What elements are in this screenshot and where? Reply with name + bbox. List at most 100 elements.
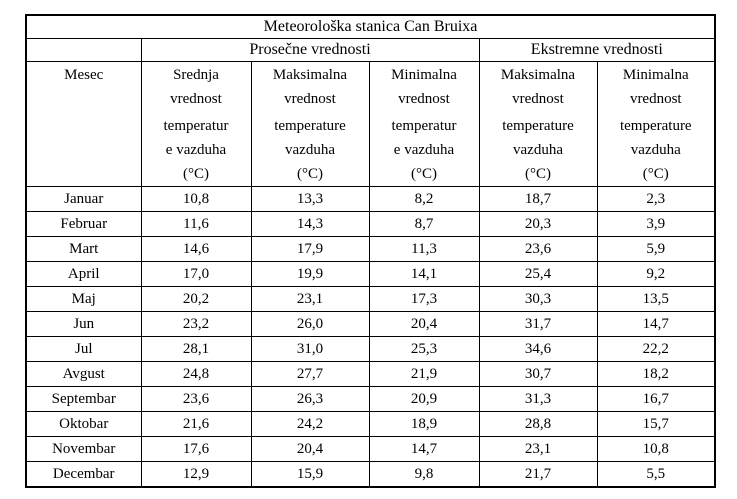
- weather-table: Meteorološka stanica Can Bruixa Prosečne…: [25, 14, 717, 488]
- value-cell: 17,6: [140, 436, 252, 462]
- month-cell: Januar: [25, 186, 142, 212]
- value-cell: 14,3: [250, 211, 370, 237]
- table-row: Novembar 17,6 20,4 14,7 23,1 10,8: [25, 436, 716, 462]
- column-header-label: Maksimalna vrednost: [500, 67, 576, 107]
- column-header-label: Minimalna vrednost: [622, 67, 689, 107]
- value-cell: 13,5: [596, 286, 716, 312]
- value-cell: 20,4: [368, 311, 480, 337]
- value-cell: 26,3: [250, 386, 370, 412]
- value-cell: 15,7: [596, 411, 716, 437]
- empty-corner-cell: [25, 38, 142, 62]
- value-cell: 13,3: [250, 186, 370, 212]
- value-cell: 24,8: [140, 361, 252, 387]
- value-cell: 16,7: [596, 386, 716, 412]
- value-cell: 3,9: [596, 211, 716, 237]
- value-cell: 9,8: [368, 461, 480, 488]
- column-header-label: Mesec: [64, 67, 104, 83]
- value-cell: 18,9: [368, 411, 480, 437]
- value-cell: 9,2: [596, 261, 716, 287]
- table-row: Decembar 12,9 15,9 9,8 21,7 5,5: [25, 461, 716, 488]
- column-header-label: Maksimalna vrednost: [272, 67, 348, 107]
- month-cell: Oktobar: [25, 411, 142, 437]
- column-header-sublabel: temperatur e vazduha (°C): [163, 118, 229, 182]
- value-cell: 5,5: [596, 461, 716, 488]
- value-cell: 25,4: [478, 261, 598, 287]
- value-cell: 20,4: [250, 436, 370, 462]
- value-cell: 31,7: [478, 311, 598, 337]
- table-row: Februar 11,6 14,3 8,7 20,3 3,9: [25, 211, 716, 237]
- value-cell: 28,8: [478, 411, 598, 437]
- month-cell: Jul: [25, 336, 142, 362]
- value-cell: 14,7: [596, 311, 716, 337]
- value-cell: 14,7: [368, 436, 480, 462]
- value-cell: 15,9: [250, 461, 370, 488]
- month-cell: Februar: [25, 211, 142, 237]
- value-cell: 14,1: [368, 261, 480, 287]
- value-cell: 20,3: [478, 211, 598, 237]
- column-header-sublabel: temperature vazduha (°C): [619, 118, 692, 182]
- table-row: Avgust 24,8 27,7 21,9 30,7 18,2: [25, 361, 716, 387]
- value-cell: 21,7: [478, 461, 598, 488]
- column-header-month: Mesec: [25, 61, 142, 187]
- value-cell: 8,7: [368, 211, 480, 237]
- column-header-ext-min: Minimalna vrednost temperature vazduha (…: [596, 61, 716, 187]
- value-cell: 25,3: [368, 336, 480, 362]
- value-cell: 31,0: [250, 336, 370, 362]
- column-header-avg-max: Maksimalna vrednost temperature vazduha …: [250, 61, 370, 187]
- table-row: Januar 10,8 13,3 8,2 18,7 2,3: [25, 186, 716, 212]
- table-title-row: Meteorološka stanica Can Bruixa: [25, 14, 716, 39]
- month-cell: Mart: [25, 236, 142, 262]
- column-header-sublabel: temperature vazduha (°C): [274, 118, 346, 182]
- value-cell: 31,3: [478, 386, 598, 412]
- column-header-label: Minimalna vrednost: [391, 67, 457, 107]
- month-cell: Septembar: [25, 386, 142, 412]
- value-cell: 30,3: [478, 286, 598, 312]
- value-cell: 18,7: [478, 186, 598, 212]
- value-cell: 23,1: [478, 436, 598, 462]
- value-cell: 5,9: [596, 236, 716, 262]
- value-cell: 20,2: [140, 286, 252, 312]
- value-cell: 17,3: [368, 286, 480, 312]
- month-cell: Maj: [25, 286, 142, 312]
- group-header-average: Prosečne vrednosti: [140, 38, 480, 62]
- value-cell: 26,0: [250, 311, 370, 337]
- table-row: April 17,0 19,9 14,1 25,4 9,2: [25, 261, 716, 287]
- value-cell: 18,2: [596, 361, 716, 387]
- table-row: Oktobar 21,6 24,2 18,9 28,8 15,7: [25, 411, 716, 437]
- value-cell: 23,1: [250, 286, 370, 312]
- column-header-avg-mean: Srednja vrednost temperatur e vazduha (°…: [140, 61, 252, 187]
- table-row: Mart 14,6 17,9 11,3 23,6 5,9: [25, 236, 716, 262]
- value-cell: 28,1: [140, 336, 252, 362]
- column-header-sublabel: temperatur e vazduha (°C): [391, 118, 457, 182]
- column-header-sublabel: temperature vazduha (°C): [502, 118, 574, 182]
- month-cell: Novembar: [25, 436, 142, 462]
- column-header-ext-max: Maksimalna vrednost temperature vazduha …: [478, 61, 598, 187]
- value-cell: 17,9: [250, 236, 370, 262]
- table-row: Septembar 23,6 26,3 20,9 31,3 16,7: [25, 386, 716, 412]
- group-header-row: Prosečne vrednosti Ekstremne vrednosti: [25, 38, 716, 62]
- value-cell: 23,2: [140, 311, 252, 337]
- value-cell: 17,0: [140, 261, 252, 287]
- table-row: Maj 20,2 23,1 17,3 30,3 13,5: [25, 286, 716, 312]
- value-cell: 22,2: [596, 336, 716, 362]
- value-cell: 10,8: [596, 436, 716, 462]
- column-header-row: Mesec Srednja vrednost temperatur e vazd…: [25, 61, 716, 187]
- table-row: Jun 23,2 26,0 20,4 31,7 14,7: [25, 311, 716, 337]
- month-cell: Decembar: [25, 461, 142, 488]
- group-header-extreme: Ekstremne vrednosti: [478, 38, 716, 62]
- month-cell: April: [25, 261, 142, 287]
- value-cell: 34,6: [478, 336, 598, 362]
- value-cell: 23,6: [140, 386, 252, 412]
- value-cell: 20,9: [368, 386, 480, 412]
- value-cell: 27,7: [250, 361, 370, 387]
- value-cell: 30,7: [478, 361, 598, 387]
- value-cell: 10,8: [140, 186, 252, 212]
- value-cell: 8,2: [368, 186, 480, 212]
- value-cell: 12,9: [140, 461, 252, 488]
- value-cell: 23,6: [478, 236, 598, 262]
- value-cell: 21,9: [368, 361, 480, 387]
- value-cell: 14,6: [140, 236, 252, 262]
- value-cell: 19,9: [250, 261, 370, 287]
- value-cell: 11,3: [368, 236, 480, 262]
